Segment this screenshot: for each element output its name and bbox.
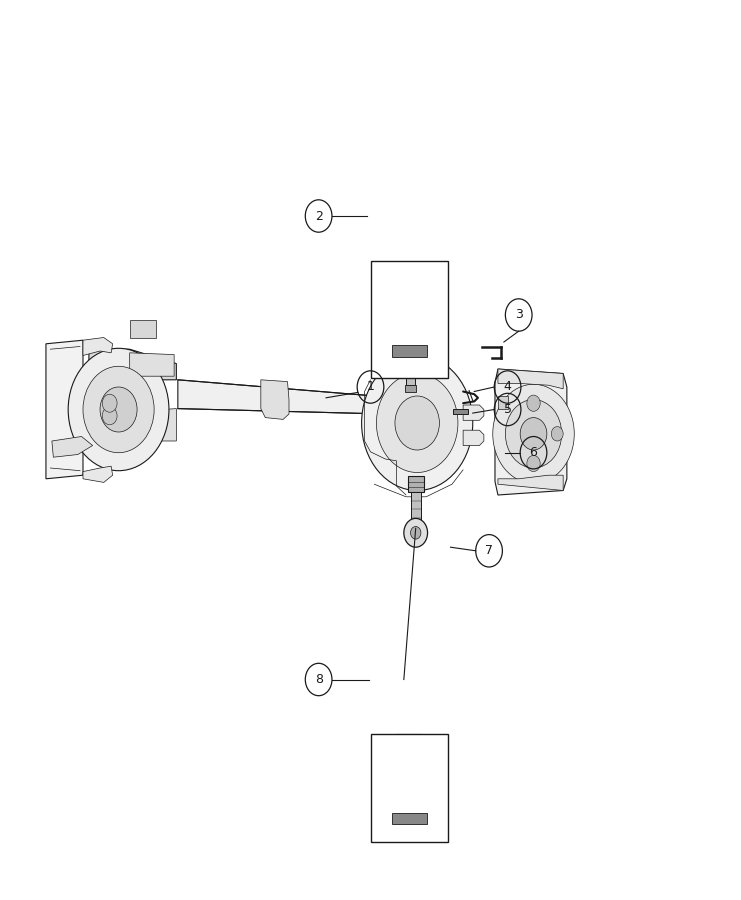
Text: 7: 7 bbox=[485, 544, 493, 557]
Polygon shape bbox=[130, 353, 174, 376]
Polygon shape bbox=[89, 349, 176, 380]
Circle shape bbox=[551, 427, 563, 441]
Bar bbox=[402, 293, 417, 348]
Bar bbox=[396, 734, 422, 760]
Polygon shape bbox=[52, 436, 93, 457]
Polygon shape bbox=[495, 369, 567, 495]
Polygon shape bbox=[130, 320, 156, 338]
Text: 3: 3 bbox=[515, 309, 522, 321]
Polygon shape bbox=[498, 475, 563, 491]
Circle shape bbox=[102, 407, 117, 425]
Polygon shape bbox=[378, 328, 415, 349]
Bar bbox=[411, 492, 421, 526]
Circle shape bbox=[404, 518, 428, 547]
Polygon shape bbox=[96, 409, 176, 441]
Circle shape bbox=[362, 356, 473, 490]
Circle shape bbox=[505, 400, 562, 468]
Bar bbox=[405, 385, 416, 392]
Text: 4: 4 bbox=[504, 381, 511, 393]
Bar bbox=[410, 526, 422, 534]
Circle shape bbox=[100, 387, 137, 432]
Bar bbox=[400, 814, 419, 826]
Circle shape bbox=[68, 348, 169, 471]
Bar bbox=[406, 351, 415, 385]
Text: 8: 8 bbox=[315, 673, 322, 686]
Polygon shape bbox=[463, 430, 484, 446]
Text: 6: 6 bbox=[530, 446, 537, 459]
Polygon shape bbox=[374, 344, 419, 365]
Circle shape bbox=[102, 394, 117, 412]
Circle shape bbox=[493, 384, 574, 483]
Polygon shape bbox=[83, 466, 113, 482]
Circle shape bbox=[83, 366, 154, 453]
Polygon shape bbox=[261, 380, 289, 419]
Bar bbox=[400, 348, 419, 360]
Bar bbox=[392, 346, 427, 357]
Bar bbox=[370, 261, 448, 378]
Circle shape bbox=[527, 455, 540, 472]
Polygon shape bbox=[83, 338, 113, 356]
Polygon shape bbox=[46, 340, 83, 479]
Bar bbox=[402, 335, 419, 351]
Circle shape bbox=[411, 526, 421, 539]
Bar bbox=[396, 267, 422, 293]
Polygon shape bbox=[498, 396, 508, 410]
Bar bbox=[402, 760, 417, 814]
Circle shape bbox=[527, 395, 540, 411]
Bar bbox=[408, 476, 424, 492]
Circle shape bbox=[520, 418, 547, 450]
Polygon shape bbox=[453, 409, 468, 414]
Text: 5: 5 bbox=[504, 403, 511, 416]
Text: 2: 2 bbox=[315, 210, 322, 222]
Circle shape bbox=[376, 374, 458, 473]
Polygon shape bbox=[178, 380, 419, 415]
Circle shape bbox=[395, 396, 439, 450]
Bar bbox=[370, 734, 448, 842]
Polygon shape bbox=[463, 405, 484, 420]
Bar bbox=[392, 814, 427, 824]
Polygon shape bbox=[498, 369, 563, 389]
Text: 1: 1 bbox=[367, 381, 374, 393]
